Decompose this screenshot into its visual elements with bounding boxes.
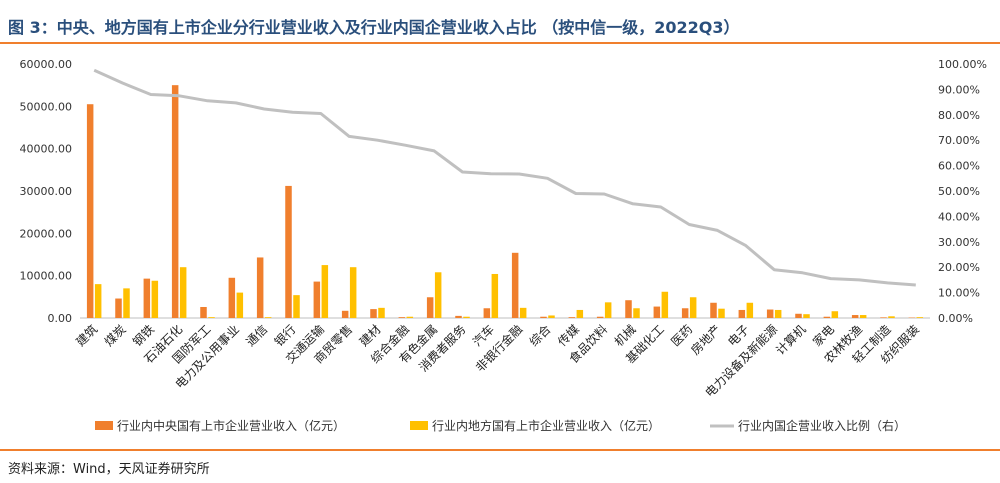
bar-local: [151, 280, 159, 318]
bar-local: [888, 316, 895, 318]
bar-local: [378, 307, 385, 318]
bar-local: [916, 317, 924, 318]
bar-central: [171, 85, 179, 319]
bar-central: [823, 316, 831, 318]
right-axis-tick-label: 0.00%: [938, 312, 973, 325]
bar-central: [228, 277, 236, 318]
legend-swatch: [95, 421, 113, 430]
bar-local: [519, 307, 527, 318]
bar-central: [766, 309, 774, 318]
bar-central: [596, 316, 604, 318]
bar-local: [803, 314, 810, 318]
bar-central: [313, 281, 321, 318]
bar-central: [653, 306, 661, 318]
bar-local: [123, 288, 130, 318]
x-tick-label: 建筑: [73, 322, 101, 350]
right-axis-tick-label: 60.00%: [938, 160, 980, 173]
right-axis-tick-label: 80.00%: [938, 109, 980, 122]
source-rule: [0, 449, 1000, 451]
left-axis-tick-label: 40000.00: [20, 143, 73, 156]
bar-central: [880, 317, 887, 318]
legend-label: 行业内地方国有上市企业营业收入（亿元）: [432, 418, 660, 433]
x-tick-label: 煤炭: [102, 322, 129, 349]
bar-local: [208, 317, 215, 318]
title-rule: [0, 42, 1000, 44]
bar-local: [774, 309, 782, 318]
bar-central: [398, 317, 406, 318]
bar-central: [738, 309, 746, 318]
bar-central: [200, 306, 207, 318]
bar-central: [625, 300, 632, 318]
ratio-line: [93, 68, 916, 287]
bar-local: [264, 317, 272, 318]
bar-local: [746, 302, 754, 318]
left-axis-tick-label: 60000.00: [20, 58, 73, 71]
left-axis-tick-label: 50000.00: [20, 100, 73, 113]
bar-central: [455, 315, 462, 318]
bar-central: [143, 278, 151, 318]
bar-central: [795, 313, 802, 318]
bar-local: [463, 316, 470, 318]
legend-swatch: [410, 421, 428, 430]
bar-local: [831, 311, 839, 318]
bar-local: [349, 267, 357, 318]
bar-central: [851, 315, 859, 318]
left-axis-tick-label: 0.00: [48, 312, 73, 325]
legend-label: 行业内国企营业收入比例（右）: [738, 418, 906, 433]
bar-local: [94, 284, 102, 318]
right-axis-tick-label: 40.00%: [938, 210, 980, 223]
bar-local: [633, 308, 640, 318]
right-axis-tick-label: 90.00%: [938, 83, 980, 96]
bar-local: [406, 316, 414, 318]
bar-local: [718, 308, 725, 318]
right-axis-tick-label: 10.00%: [938, 287, 980, 300]
left-axis-tick-label: 20000.00: [20, 227, 73, 240]
bar-local: [293, 295, 300, 318]
right-axis-tick-label: 30.00%: [938, 236, 980, 249]
bar-central: [115, 298, 122, 318]
bar-central: [511, 252, 519, 318]
bar-central: [370, 309, 377, 318]
bar-local: [604, 302, 612, 318]
bar-local: [689, 297, 697, 318]
legend-label: 行业内中央国有上市企业营业收入（亿元）: [117, 418, 345, 433]
bar-local: [179, 267, 187, 318]
right-axis-tick-label: 20.00%: [938, 261, 980, 274]
chart-title: 图 3：中央、地方国有上市企业分行业营业收入及行业内国企营业收入占比 （按中信一…: [8, 18, 740, 37]
bar-central: [256, 257, 264, 318]
bar-central: [483, 308, 491, 318]
bar-central: [568, 317, 576, 318]
bar-central: [426, 297, 434, 318]
source-note: 资料来源：Wind，天风证券研究所: [8, 462, 210, 477]
bar-local: [548, 315, 555, 318]
right-axis-tick-label: 100.00%: [938, 58, 987, 71]
x-tick-label: 综合: [526, 322, 554, 350]
bar-local: [236, 292, 244, 318]
right-axis-tick-label: 70.00%: [938, 134, 980, 147]
bar-local: [859, 315, 867, 318]
bar-central: [540, 316, 547, 318]
bar-central: [341, 310, 349, 318]
bar-local: [434, 272, 442, 318]
bar-local: [321, 265, 329, 318]
bar-local: [661, 291, 669, 318]
x-tick-label: 房地产: [688, 322, 724, 358]
x-tick-label: 通信: [243, 322, 270, 349]
bar-central: [681, 308, 689, 318]
bar-central: [86, 104, 94, 318]
bar-central: [285, 185, 292, 318]
left-axis-tick-label: 30000.00: [20, 185, 73, 198]
bar-local: [491, 273, 499, 318]
chart: 0.00 10000.00 20000.00 30000.00 40000.00 5000…: [20, 58, 987, 433]
left-axis-tick-label: 10000.00: [20, 270, 73, 283]
x-tick-label: 计算机: [773, 322, 809, 358]
bar-local: [576, 309, 584, 318]
right-axis-tick-label: 50.00%: [938, 185, 980, 198]
bar-central: [710, 302, 717, 318]
